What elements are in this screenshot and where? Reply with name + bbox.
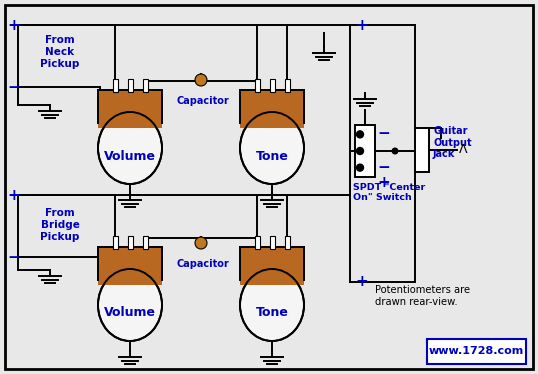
Text: SPDT "Center
On" Switch: SPDT "Center On" Switch (353, 183, 425, 202)
Text: Guitar
Output
Jack: Guitar Output Jack (433, 126, 472, 159)
Text: Volume: Volume (104, 307, 156, 319)
Text: Volume: Volume (104, 150, 156, 162)
Bar (112, 79, 117, 92)
Text: −: − (8, 249, 20, 264)
Text: +: + (355, 18, 368, 33)
Text: +: + (8, 18, 20, 33)
Ellipse shape (240, 269, 304, 341)
Circle shape (357, 131, 364, 138)
Bar (254, 79, 259, 92)
Bar (254, 236, 259, 249)
Text: From
Bridge
Pickup: From Bridge Pickup (40, 208, 80, 242)
Bar (415, 128, 429, 172)
Bar (143, 79, 147, 92)
Text: −: − (8, 80, 20, 95)
Bar (98, 247, 162, 285)
Bar (128, 79, 132, 92)
Text: Tone: Tone (256, 150, 288, 162)
Text: +: + (377, 175, 390, 190)
Bar (285, 236, 289, 249)
Bar (355, 125, 375, 177)
Text: Potentiometers are
drawn rear-view.: Potentiometers are drawn rear-view. (375, 285, 470, 307)
Text: www.1728.com: www.1728.com (428, 346, 523, 356)
Bar (240, 90, 304, 128)
Bar (270, 236, 274, 249)
Text: +: + (355, 275, 368, 289)
Bar (98, 90, 162, 128)
Circle shape (357, 164, 364, 171)
Text: −: − (377, 126, 390, 141)
Text: Capacitor: Capacitor (176, 96, 229, 106)
Bar (143, 236, 147, 249)
Text: From
Neck
Pickup: From Neck Pickup (40, 36, 80, 68)
Circle shape (357, 147, 364, 154)
Bar (285, 79, 289, 92)
Ellipse shape (240, 112, 304, 184)
FancyBboxPatch shape (427, 338, 526, 364)
Ellipse shape (98, 112, 162, 184)
Circle shape (392, 147, 399, 154)
Text: −: − (377, 159, 390, 175)
Circle shape (195, 74, 207, 86)
Text: Tone: Tone (256, 307, 288, 319)
Text: +: + (8, 187, 20, 202)
Bar (240, 247, 304, 285)
Ellipse shape (98, 269, 162, 341)
Text: Capacitor: Capacitor (176, 259, 229, 269)
Bar (112, 236, 117, 249)
Circle shape (195, 237, 207, 249)
Bar (128, 236, 132, 249)
Text: Λ: Λ (459, 142, 468, 156)
Bar (270, 79, 274, 92)
